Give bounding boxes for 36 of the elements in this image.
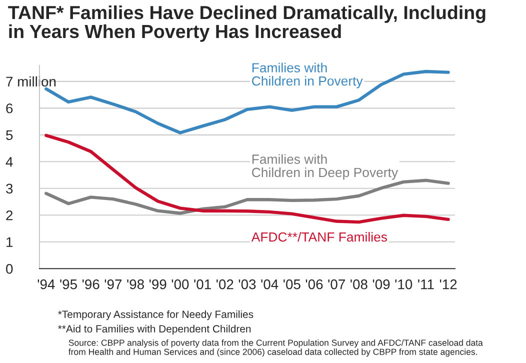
line-series [44, 134, 450, 224]
y-tick-label: 3 [6, 184, 13, 194]
y-tick-label: 2 [6, 210, 13, 220]
y-tick-label: 7 million [6, 76, 56, 87]
source-note: Source: CBPP analysis of poverty data from the Current Population Survey and AFDC/TANF caseload data from Health and Human Services and (since 2006) caseload data collected by CBPP from state agencies. [68, 339, 483, 357]
x-tick-label: '09 [372, 279, 390, 290]
x-tick-label: '98 [127, 279, 144, 290]
x-tick-label: '12 [440, 279, 457, 290]
line-series [44, 178, 450, 215]
x-tick-label: '10 [395, 279, 412, 290]
x-tick-label: '06 [306, 279, 323, 290]
x-tick-label: '04 [261, 279, 278, 290]
chart-title: TANF* Families Have Declined Dramatically, Including in Years When Poverty Has Increased [8, 5, 486, 42]
y-tick-label: 5 [6, 130, 13, 140]
series-label: Families with Children in Poverty [252, 62, 363, 88]
x-tick-label: '02 [216, 279, 234, 290]
x-tick-label: '97 [104, 279, 122, 290]
y-tick-label: 1 [6, 237, 13, 247]
x-tick-label: '00 [172, 279, 189, 290]
x-tick-label: '95 [60, 279, 77, 290]
series-label: Families with Children in Deep Poverty [252, 154, 398, 180]
x-tick-label: '01 [194, 279, 211, 290]
text: **Aid to Families with Dependent Children [58, 324, 251, 335]
y-tick-label: 6 [6, 103, 13, 114]
x-tick-label: '07 [328, 279, 345, 290]
x-tick-label: '08 [350, 279, 368, 290]
x-tick-label: '03 [238, 279, 256, 290]
y-tick-label: 4 [6, 157, 13, 167]
text: *Temporary Assistance for Needy Families [58, 310, 254, 320]
series-label: AFDC**/TANF Families [251, 232, 388, 242]
x-tick-label: '96 [82, 279, 100, 290]
x-tick-label: '99 [150, 279, 166, 290]
x-tick-label: '94 [38, 279, 55, 290]
x-tick-label: '05 [284, 279, 300, 290]
x-tick-label: '11 [418, 280, 434, 290]
y-tick-label: 0 [6, 264, 13, 274]
